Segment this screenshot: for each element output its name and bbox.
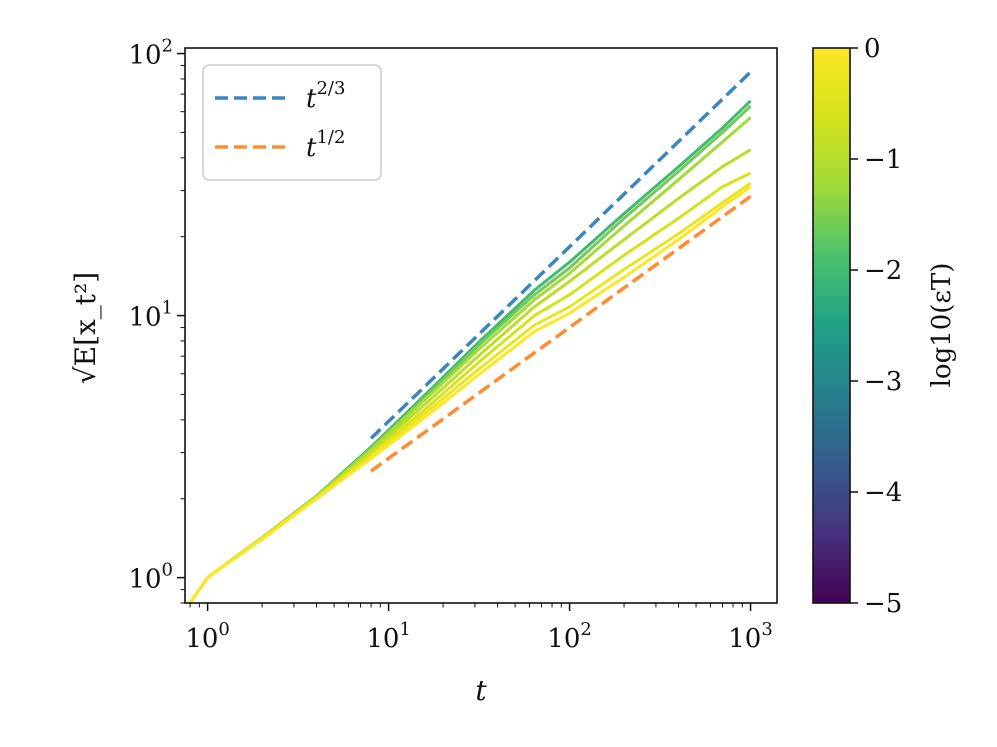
legend: t2/3 t1/2 <box>202 64 382 181</box>
y-tick-label: 102 <box>128 36 173 71</box>
x-axis: 100 101 102 103 <box>185 603 773 654</box>
colorbar-ticks: 0 −1 −2 −3 −4 −5 <box>850 34 902 619</box>
plot-frame <box>184 47 778 604</box>
x-tick-label: 101 <box>366 619 411 654</box>
reference-lines <box>369 70 752 473</box>
colorbar-tick-label: −4 <box>864 478 902 508</box>
colorbar-gradient <box>813 48 850 603</box>
colorbar-label: log10(εT) <box>927 263 957 388</box>
reference-line <box>370 194 752 473</box>
legend-label-t12: t1/2 <box>306 127 345 163</box>
series-line <box>188 185 752 603</box>
x-axis-label: t <box>475 674 487 707</box>
colorbar: 0 −1 −2 −3 −4 −5 log10(εT) <box>812 34 957 619</box>
colorbar-tick-label: −3 <box>864 367 902 397</box>
y-axis-label: √E[x_t²] <box>69 272 102 384</box>
reference-line <box>369 70 752 440</box>
legend-box <box>202 64 382 181</box>
colorbar-tick-label: 0 <box>864 34 881 64</box>
x-tick-label: 102 <box>547 619 592 654</box>
x-tick-label: 100 <box>185 619 230 654</box>
colorbar-frame <box>812 47 851 604</box>
colorbar-tick-label: −2 <box>864 256 902 286</box>
y-tick-label: 100 <box>128 560 173 595</box>
y-axis: 100 101 102 <box>128 36 185 604</box>
colorbar-tick-label: −1 <box>864 145 902 175</box>
colorbar-tick-label: −5 <box>864 589 902 619</box>
x-tick-label: 103 <box>728 619 773 654</box>
series-layer <box>188 99 752 603</box>
series-line <box>188 171 752 603</box>
y-tick-label: 101 <box>128 298 173 333</box>
legend-label-t23: t2/3 <box>306 78 345 114</box>
